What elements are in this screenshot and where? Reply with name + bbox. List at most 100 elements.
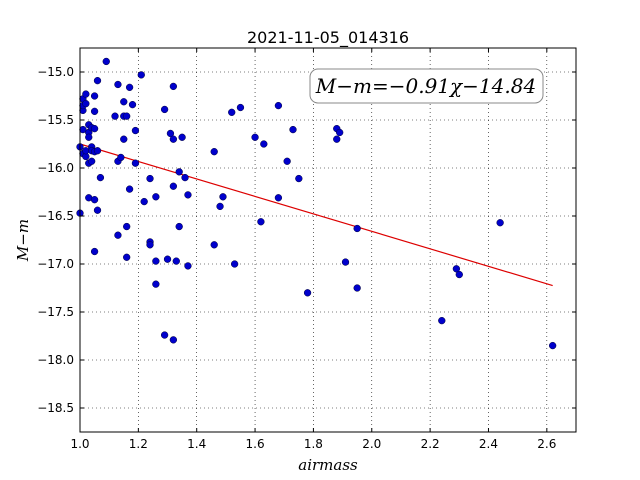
x-tick-label: 1.6 xyxy=(246,437,265,451)
data-point xyxy=(169,182,178,190)
data-point xyxy=(128,100,137,109)
data-point xyxy=(303,289,312,297)
y-tick-label: −18.0 xyxy=(37,353,74,367)
x-tick-label: 2.6 xyxy=(537,437,556,451)
data-point xyxy=(166,129,175,138)
data-point xyxy=(452,265,461,273)
data-point xyxy=(228,108,236,116)
x-tick-label: 1.8 xyxy=(304,437,323,451)
data-point xyxy=(93,147,102,155)
data-point xyxy=(181,173,189,182)
data-point xyxy=(236,103,245,112)
data-point xyxy=(125,83,134,92)
data-point xyxy=(111,112,119,120)
y-tick-label: −16.5 xyxy=(37,209,74,223)
data-point xyxy=(152,280,160,288)
data-point xyxy=(163,255,172,263)
data-point xyxy=(146,241,154,249)
y-tick-label: −15.0 xyxy=(37,65,74,79)
data-point xyxy=(438,316,446,325)
data-point xyxy=(90,107,99,116)
x-tick-labels: 1.0 1.2 1.4 1.6 1.8 2.0 2.2 2.4 2.6 xyxy=(70,437,556,451)
data-point xyxy=(210,148,218,156)
data-point xyxy=(169,336,178,344)
data-point xyxy=(137,71,145,79)
data-point xyxy=(93,76,102,85)
data-point xyxy=(160,105,169,114)
y-tick-label: −18.5 xyxy=(37,401,74,415)
x-tick-label: 1.0 xyxy=(70,437,89,451)
data-point xyxy=(230,260,239,268)
fit-line-layer xyxy=(79,143,553,287)
data-point xyxy=(93,206,102,214)
data-point xyxy=(90,92,99,100)
y-axis-label: M−m xyxy=(14,219,32,262)
data-point xyxy=(257,218,265,226)
data-point xyxy=(90,196,99,204)
data-point xyxy=(120,98,128,106)
chart-title: 2021-11-05_014316 xyxy=(247,28,409,48)
gridlines xyxy=(79,48,576,432)
data-point xyxy=(184,262,192,270)
data-point xyxy=(114,80,122,89)
x-tick-label: 1.4 xyxy=(187,437,206,451)
data-point xyxy=(114,231,122,239)
data-point xyxy=(333,135,341,143)
plot-frame xyxy=(79,47,577,433)
data-point xyxy=(120,135,128,143)
data-point xyxy=(152,193,160,201)
plot-area-background xyxy=(80,48,576,432)
data-point xyxy=(219,193,227,201)
data-point xyxy=(172,257,180,265)
data-point xyxy=(260,140,268,148)
data-point xyxy=(295,174,303,183)
x-tick-label: 2.2 xyxy=(421,437,440,451)
data-point xyxy=(175,222,183,231)
y-tick-label: −15.5 xyxy=(37,113,74,127)
data-point xyxy=(455,270,463,279)
data-point xyxy=(216,202,224,211)
data-point xyxy=(251,133,259,141)
axis-ticks xyxy=(79,48,576,432)
data-point xyxy=(175,168,183,176)
y-tick-label: −17.0 xyxy=(37,257,74,271)
x-axis-label: airmass xyxy=(298,456,358,474)
data-point xyxy=(152,257,160,265)
data-point xyxy=(353,224,361,233)
data-point xyxy=(85,133,93,141)
equation-annotation: M−m=−0.91χ−14.84 xyxy=(315,74,536,98)
data-point xyxy=(125,185,134,193)
data-point xyxy=(184,191,192,199)
data-point xyxy=(117,153,125,162)
x-tick-label: 2.0 xyxy=(362,437,381,451)
data-point xyxy=(140,197,148,206)
data-point xyxy=(96,173,105,182)
data-point xyxy=(82,90,90,98)
data-point xyxy=(169,135,178,143)
data-point xyxy=(160,331,169,339)
data-point xyxy=(131,126,140,135)
data-point xyxy=(341,258,350,266)
data-point xyxy=(90,247,99,256)
data-point xyxy=(274,101,283,110)
data-points xyxy=(76,57,557,350)
data-point xyxy=(274,194,283,202)
y-tick-label: −17.5 xyxy=(37,305,74,319)
data-point xyxy=(283,157,291,165)
data-point xyxy=(353,284,361,292)
data-point xyxy=(549,341,557,350)
y-tick-label: −16.0 xyxy=(37,161,74,175)
data-point xyxy=(102,57,110,66)
data-point xyxy=(123,222,131,231)
data-point xyxy=(289,125,297,134)
data-point xyxy=(123,253,131,261)
data-point xyxy=(90,124,99,133)
x-tick-label: 2.4 xyxy=(479,437,498,451)
data-point xyxy=(169,82,178,91)
data-point xyxy=(336,128,344,137)
data-point xyxy=(496,219,504,227)
data-point xyxy=(123,112,131,120)
x-tick-label: 1.2 xyxy=(129,437,148,451)
data-point xyxy=(210,241,218,249)
data-point xyxy=(146,174,154,183)
